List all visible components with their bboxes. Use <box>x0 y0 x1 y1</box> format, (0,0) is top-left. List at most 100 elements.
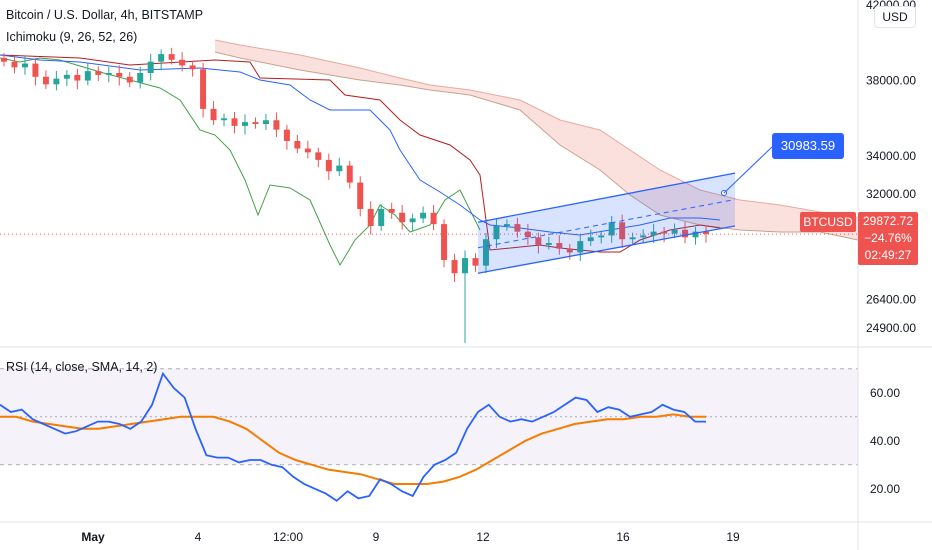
candle-body <box>629 237 636 240</box>
candle-body <box>367 209 374 226</box>
chart-title: Bitcoin / U.S. Dollar, 4h, BITSTAMP <box>6 8 204 22</box>
candle-body <box>168 54 175 60</box>
kijun-sen <box>0 54 721 253</box>
candle-body <box>200 69 207 109</box>
ichimoku-cloud <box>214 39 859 241</box>
candle-body <box>273 120 280 130</box>
currency-button[interactable]: USD <box>874 6 916 28</box>
price-tick-label: 24900.00 <box>866 321 916 335</box>
candle-body <box>1 57 7 62</box>
time-tick-label: 12:00 <box>273 530 303 544</box>
candle-body <box>158 54 165 62</box>
channel-upper-line <box>477 172 736 223</box>
price-tick-label: 26400.00 <box>866 293 916 307</box>
kumo-cloud <box>215 40 858 240</box>
candle-body <box>587 237 594 242</box>
time-tick-label: 16 <box>616 530 630 544</box>
time-tick-label: May <box>81 530 105 544</box>
candle-body <box>325 159 332 172</box>
candle-body <box>545 243 552 245</box>
candle-body <box>210 108 217 121</box>
candle-body <box>283 129 290 141</box>
tenkan-sen <box>0 54 721 236</box>
candle-body <box>598 235 605 238</box>
price-change: −24.76% <box>864 231 912 245</box>
price-channel[interactable] <box>477 146 773 274</box>
candle-body <box>388 209 395 213</box>
candle-body <box>95 71 102 75</box>
bar-countdown: 02:49:27 <box>864 248 912 262</box>
rsi-pane <box>0 368 858 502</box>
candle-body <box>357 182 364 209</box>
candle-body <box>535 237 542 245</box>
candle-body <box>252 122 259 124</box>
candle-body <box>179 59 186 66</box>
candle-body <box>63 74 70 79</box>
chikou-span <box>0 57 481 267</box>
candle-body <box>556 243 563 249</box>
candle-body <box>577 241 584 253</box>
symbol-badge: BTCUSD <box>800 212 856 232</box>
candle-body <box>294 141 301 149</box>
channel-mid-line <box>477 199 736 249</box>
candle-body <box>692 231 699 238</box>
price-value: 29872.72 <box>862 214 914 228</box>
ichimoku-legend[interactable]: Ichimoku (9, 26, 52, 26) <box>6 30 138 44</box>
rsi-legend[interactable]: RSI (14, close, SMA, 14, 2) <box>6 360 158 374</box>
candle-body <box>74 74 81 81</box>
candle-body <box>42 76 49 85</box>
candle-body <box>137 73 144 83</box>
price-badge: 29872.72 −24.76% 02:49:27 <box>858 212 918 265</box>
candle-body <box>315 152 322 160</box>
candle-body <box>409 218 416 223</box>
candle-body <box>472 258 479 266</box>
candle-body <box>482 239 489 266</box>
candle-body <box>241 122 248 126</box>
candle-body <box>399 212 406 223</box>
candle-body <box>661 231 668 234</box>
candle-body <box>619 222 626 240</box>
candle-body <box>420 212 427 219</box>
candle-body <box>462 258 469 274</box>
candle-body <box>84 71 91 81</box>
senkou-span-a <box>214 39 859 219</box>
candlesticks <box>0 47 858 344</box>
candle-body <box>703 231 709 235</box>
candle-body <box>566 248 573 253</box>
candle-body <box>346 165 353 183</box>
candle-body <box>378 209 385 226</box>
candle-body <box>221 118 228 121</box>
target-price-label[interactable]: 30983.59 <box>772 133 844 159</box>
candle-body <box>430 212 437 225</box>
rsi-tick-label: 60.00 <box>870 386 900 400</box>
candle-body <box>262 120 269 124</box>
candle-body <box>493 226 500 240</box>
time-tick-label: 4 <box>195 530 202 544</box>
candle-body <box>640 235 647 238</box>
time-tick-label: 9 <box>373 530 380 544</box>
candle-body <box>682 229 689 238</box>
candle-body <box>53 78 60 85</box>
candle-body <box>32 63 39 77</box>
candle-body <box>231 118 238 126</box>
rsi-tick-label: 20.00 <box>870 482 900 496</box>
candle-body <box>116 73 123 77</box>
candle-body <box>304 148 311 153</box>
candle-body <box>126 76 133 83</box>
senkou-span-b <box>214 51 859 241</box>
candle-body <box>671 229 678 234</box>
channel-lower-line <box>477 225 736 274</box>
candle-body <box>21 63 28 68</box>
candle-body <box>147 61 154 73</box>
target-leader-line <box>723 146 773 194</box>
candle-body <box>189 65 196 70</box>
price-tick-label: 32000.00 <box>866 187 916 201</box>
candle-body <box>11 61 18 68</box>
candle-body <box>451 260 458 274</box>
time-tick-label: 19 <box>726 530 740 544</box>
candle-body <box>441 224 448 260</box>
price-tick-label: 34000.00 <box>866 149 916 163</box>
rsi-tick-label: 40.00 <box>870 434 900 448</box>
